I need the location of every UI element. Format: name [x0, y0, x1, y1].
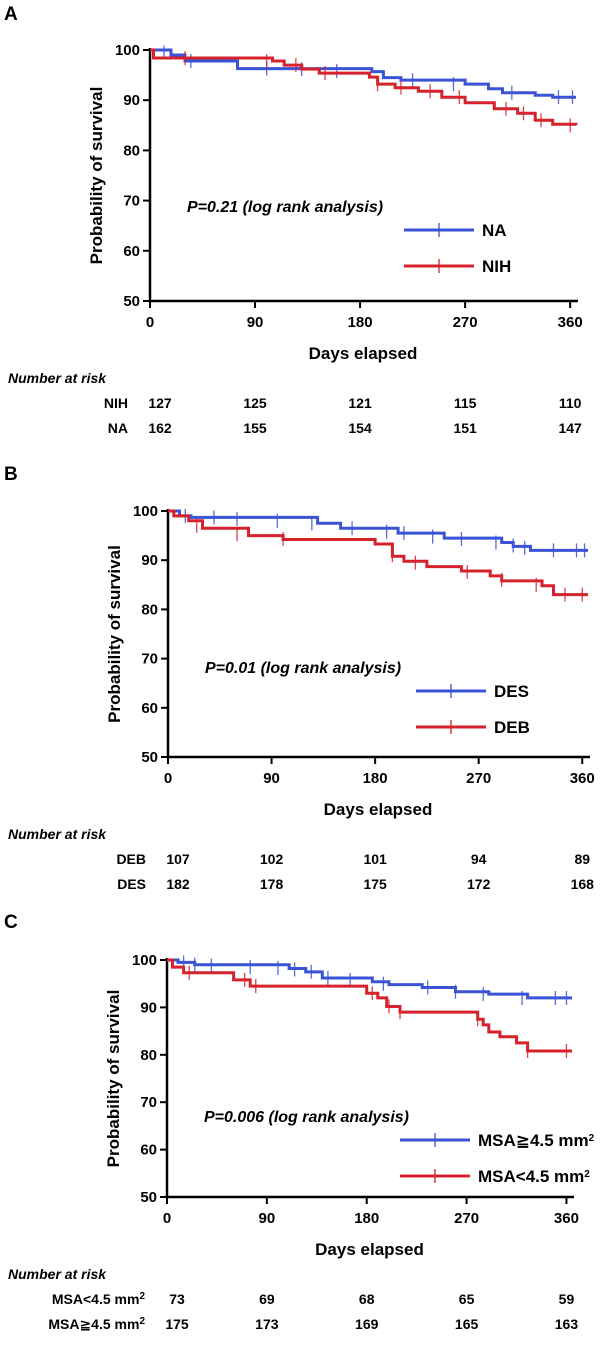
risk-value: 115	[454, 395, 477, 411]
legend-label: MSA<4.5 mm2	[478, 1167, 590, 1186]
risk-value: 127	[148, 395, 172, 411]
x-axis-title: Days elapsed	[324, 800, 433, 819]
y-tick-label: 60	[140, 1142, 157, 1159]
risk-value: 121	[348, 395, 372, 411]
risk-row-label: NA	[108, 420, 128, 436]
risk-table-title: Number at risk	[8, 370, 107, 386]
x-tick-label: 180	[363, 770, 388, 787]
risk-value: 168	[571, 876, 595, 892]
panel-label: B	[4, 464, 18, 485]
survival-chart: A 50 60 70 80 90 100 0 90 180 270 360 Probability of…	[0, 0, 607, 450]
y-tick-label: 70	[140, 1094, 157, 1111]
y-tick-label: 100	[132, 952, 157, 969]
x-tick-label: 90	[259, 1210, 276, 1227]
x-tick-label: 180	[348, 314, 373, 331]
risk-value: 101	[363, 851, 387, 867]
y-tick-label: 100	[115, 42, 140, 59]
risk-value: 175	[165, 1316, 189, 1332]
y-tick-label: 50	[141, 749, 158, 766]
x-axis-title: Days elapsed	[315, 1240, 424, 1259]
x-tick-label: 90	[263, 770, 280, 787]
panel-label: C	[4, 912, 18, 933]
p-value-annotation: P=0.006 (log rank analysis)	[204, 1109, 409, 1126]
p-value-annotation: P=0.01 (log rank analysis)	[205, 660, 401, 677]
x-tick-label: 0	[146, 314, 154, 331]
x-tick-label: 0	[164, 770, 172, 787]
y-tick-label: 70	[123, 193, 140, 210]
y-axis-title: Probability of survival	[105, 545, 124, 723]
risk-value: 110	[559, 395, 582, 411]
risk-value: 178	[260, 876, 284, 892]
panel-label: A	[4, 4, 18, 25]
y-tick-label: 100	[133, 503, 158, 520]
legend-label: NA	[482, 221, 507, 240]
risk-value: 165	[455, 1316, 479, 1332]
risk-value: 59	[559, 1291, 575, 1307]
risk-value: 125	[243, 395, 267, 411]
risk-value: 102	[260, 851, 284, 867]
risk-value: 65	[459, 1291, 475, 1307]
y-tick-label: 80	[141, 601, 158, 618]
risk-row-label: DES	[117, 876, 146, 892]
y-tick-label: 90	[140, 999, 157, 1016]
y-tick-label: 60	[141, 700, 158, 717]
legend-label: DES	[494, 682, 529, 701]
risk-value: 147	[558, 420, 582, 436]
survival-curve-msa-4-5-mm	[167, 960, 572, 1051]
x-tick-label: 360	[558, 314, 583, 331]
y-tick-label: 90	[141, 552, 158, 569]
x-tick-label: 360	[554, 1210, 579, 1227]
x-tick-label: 270	[466, 770, 491, 787]
risk-value: 155	[243, 420, 267, 436]
risk-value: 162	[148, 420, 172, 436]
risk-value: 163	[555, 1316, 579, 1332]
x-axis-title: Days elapsed	[309, 344, 418, 363]
risk-value: 69	[259, 1291, 275, 1307]
x-tick-label: 0	[163, 1210, 171, 1227]
y-tick-label: 60	[123, 243, 140, 260]
x-tick-label: 180	[354, 1210, 379, 1227]
y-axis-title: Probability of survival	[104, 990, 123, 1168]
risk-value: 173	[255, 1316, 279, 1332]
y-axis-title: Probability of survival	[87, 87, 106, 265]
panel-b: B 50 60 70 80 90 100 0 90 180 270 360 Probability of…	[0, 460, 607, 905]
legend-label: MSA≧4.5 mm2	[478, 1131, 595, 1150]
x-tick-label: 90	[247, 314, 264, 331]
risk-value: 94	[471, 851, 487, 867]
x-tick-label: 360	[570, 770, 595, 787]
survival-chart: B 50 60 70 80 90 100 0 90 180 270 360 Probability of…	[0, 460, 607, 905]
risk-row-label: DEB	[116, 851, 146, 867]
y-tick-label: 50	[123, 293, 140, 310]
y-tick-label: 80	[123, 142, 140, 159]
panel-a: A 50 60 70 80 90 100 0 90 180 270 360 Probability of…	[0, 0, 607, 450]
risk-table-title: Number at risk	[8, 1266, 107, 1282]
risk-value: 172	[467, 876, 491, 892]
y-tick-label: 90	[123, 92, 140, 109]
x-tick-label: 270	[453, 314, 478, 331]
risk-value: 73	[169, 1291, 185, 1307]
legend-label: NIH	[482, 257, 511, 276]
risk-value: 68	[359, 1291, 375, 1307]
y-tick-label: 50	[140, 1189, 157, 1206]
x-tick-label: 270	[454, 1210, 479, 1227]
risk-value: 151	[453, 420, 477, 436]
risk-row-label: MSA≧4.5 mm2	[48, 1316, 145, 1333]
risk-row-label: NIH	[104, 395, 128, 411]
risk-value: 169	[355, 1316, 379, 1332]
p-value-annotation: P=0.21 (log rank analysis)	[187, 199, 383, 216]
risk-row-label: MSA<4.5 mm2	[52, 1291, 146, 1308]
y-tick-label: 70	[141, 651, 158, 668]
risk-value: 107	[166, 851, 190, 867]
risk-value: 175	[363, 876, 387, 892]
risk-value: 154	[348, 420, 372, 436]
risk-value: 89	[574, 851, 590, 867]
survival-chart: C 50 60 70 80 90 100 0 90 180 270 360 Probability of…	[0, 908, 607, 1353]
panel-c: C 50 60 70 80 90 100 0 90 180 270 360 Probability of…	[0, 908, 607, 1353]
risk-value: 182	[166, 876, 190, 892]
legend-label: DEB	[494, 718, 530, 737]
risk-table-title: Number at risk	[8, 826, 107, 842]
y-tick-label: 80	[140, 1047, 157, 1064]
